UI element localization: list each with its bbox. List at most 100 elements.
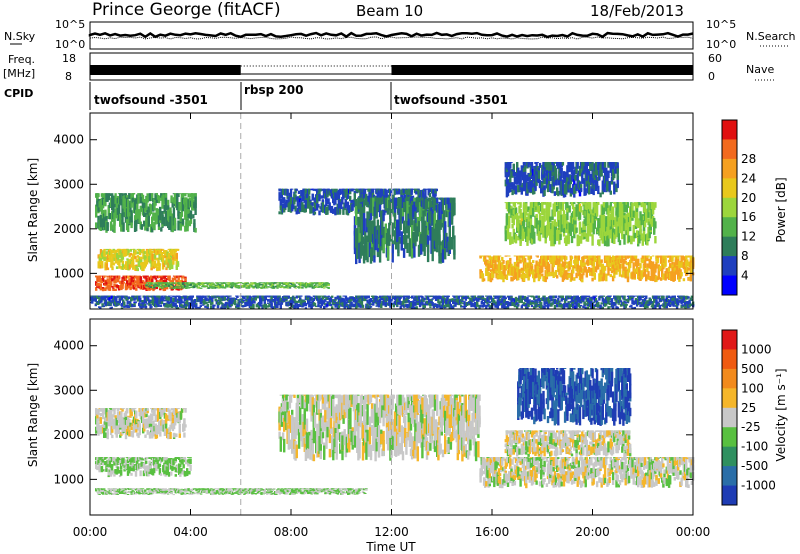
power-region-8 [504, 202, 657, 247]
nave-label: Nave [746, 63, 774, 76]
freq-right-bottom: 0 [708, 70, 715, 83]
velocity-colorbar-frame [721, 329, 738, 506]
velocity-colorbar-swatch [722, 388, 737, 409]
power-region-6 [353, 197, 456, 265]
power-ytick-label: 1000 [53, 266, 84, 280]
power-ylabel: Slant Range [km] [26, 158, 40, 262]
velocity-region-7 [504, 430, 632, 458]
power-ytick-label: 4000 [53, 133, 84, 147]
velocity-region-6 [517, 368, 632, 426]
freq-bar-2 [391, 65, 693, 75]
noise-traces [88, 31, 694, 40]
date-title: 18/Feb/2013 [590, 2, 684, 20]
nsearch-label: N.Search [746, 30, 796, 43]
time-tick-label: 00:00 [73, 525, 108, 539]
velocity-colorbar-label: 100 [741, 381, 764, 395]
velocity-colorbar-swatch [722, 368, 737, 389]
velocity-ytick-label: 3000 [53, 383, 84, 397]
freq-bars [90, 65, 693, 75]
cpid-segment-2: rbsp 200 [244, 83, 303, 97]
power-region-9 [504, 162, 619, 198]
velocity-ylabel: Slant Range [km] [26, 363, 40, 467]
power-colorbar-swatch [722, 217, 737, 238]
power-colorbar-label: 16 [741, 210, 756, 224]
velocity-yticks: 1000 2000 3000 4000 [53, 339, 693, 486]
velocity-heatmap [95, 319, 695, 515]
time-axis-label: Time UT [365, 540, 416, 554]
time-tick-label: 20:00 [575, 525, 610, 539]
velocity-colorbar-swatch [722, 427, 737, 448]
time-axis: 00:00 04:00 08:00 12:00 16:00 20:00 00:00 [73, 113, 711, 539]
velocity-colorbar-label: -100 [741, 440, 768, 454]
velocity-colorbar-swatch [722, 446, 737, 467]
freq-unit-label: [MHz] [3, 67, 35, 80]
power-colorbar-frame [721, 119, 738, 296]
power-colorbar-label: Power [dB] [774, 177, 788, 242]
velocity-region-5 [479, 457, 695, 489]
velocity-colorbar-swatch [722, 330, 737, 350]
velocity-colorbar-swatch [722, 485, 737, 506]
power-colorbar-swatch [722, 275, 737, 296]
power-colorbar-label: 4 [741, 269, 749, 283]
velocity-colorbar: 1000 500 100 25 -25 -100 -500 -1000 [721, 329, 776, 506]
velocity-colorbar-swatch [722, 349, 737, 370]
velocity-colorbar-swatch [722, 407, 737, 428]
freq-right-top: 60 [708, 52, 722, 65]
noise-right-bottom: 10^0 [706, 38, 736, 51]
power-colorbar-label: 28 [741, 152, 756, 166]
power-colorbar: 4 8 12 16 20 24 28 [721, 119, 756, 296]
power-region-3 [95, 193, 197, 233]
time-tick-label: 08:00 [274, 525, 309, 539]
nsearch-trace [89, 36, 694, 40]
power-colorbar-label: 20 [741, 191, 756, 205]
power-colorbar-label: 24 [741, 171, 756, 185]
power-colorbar-swatch [722, 178, 737, 199]
velocity-colorbar-label: -1000 [741, 479, 776, 493]
power-colorbar-swatch [722, 197, 737, 218]
power-heatmap [90, 113, 695, 309]
velocity-ytick-label: 4000 [53, 339, 84, 353]
nsky-trace [88, 31, 694, 39]
power-region-2 [97, 248, 180, 272]
velocity-ytick-label: 1000 [53, 472, 84, 486]
velocity-colorbar-swatch [722, 466, 737, 487]
velocity-colorbar-label: 25 [741, 401, 756, 415]
power-colorbar-swatch [722, 158, 737, 179]
power-colorbar-swatch [722, 139, 737, 160]
power-ytick-label: 2000 [53, 222, 84, 236]
power-ytick-label: 3000 [53, 177, 84, 191]
cpid-segment-3: twofsound -3501 [394, 93, 508, 107]
velocity-region-3 [95, 408, 187, 440]
power-region-10 [90, 295, 695, 309]
power-yticks: 1000 2000 3000 4000 [53, 133, 693, 280]
time-tick-label: 12:00 [374, 525, 409, 539]
power-region-4 [145, 282, 330, 290]
time-tick-label: 16:00 [475, 525, 510, 539]
noise-right-top: 10^5 [706, 18, 736, 31]
velocity-colorbar-label: Velocity [m s⁻¹] [774, 368, 788, 461]
freq-label: Freq. [8, 53, 35, 66]
velocity-colorbar-label: -25 [741, 420, 761, 434]
freq-left-bottom: 8 [65, 70, 72, 83]
noise-left-bottom: 10^0 [55, 38, 85, 51]
velocity-ytick-label: 2000 [53, 428, 84, 442]
cpid-label: CPID [4, 87, 33, 100]
power-colorbar-swatch [722, 236, 737, 257]
noise-left-top: 10^5 [55, 18, 85, 31]
station-title: Prince George (fitACF) [92, 0, 281, 20]
velocity-region-1 [95, 457, 192, 478]
velocity-colorbar-label: 1000 [741, 342, 772, 356]
power-colorbar-swatch [722, 256, 737, 277]
nsky-label: N.Sky [4, 30, 36, 43]
beam-title: Beam 10 [356, 2, 423, 20]
velocity-colorbar-label: 500 [741, 362, 764, 376]
freq-left-top: 18 [62, 52, 76, 65]
time-tick-label: 00:00 [676, 525, 711, 539]
velocity-region-4 [278, 394, 481, 462]
cpid-segment-1: twofsound -3501 [94, 93, 208, 107]
power-colorbar-label: 12 [741, 230, 756, 244]
power-region-7 [479, 255, 695, 283]
power-colorbar-swatch [722, 120, 737, 140]
velocity-colorbar-label: -500 [741, 459, 768, 473]
